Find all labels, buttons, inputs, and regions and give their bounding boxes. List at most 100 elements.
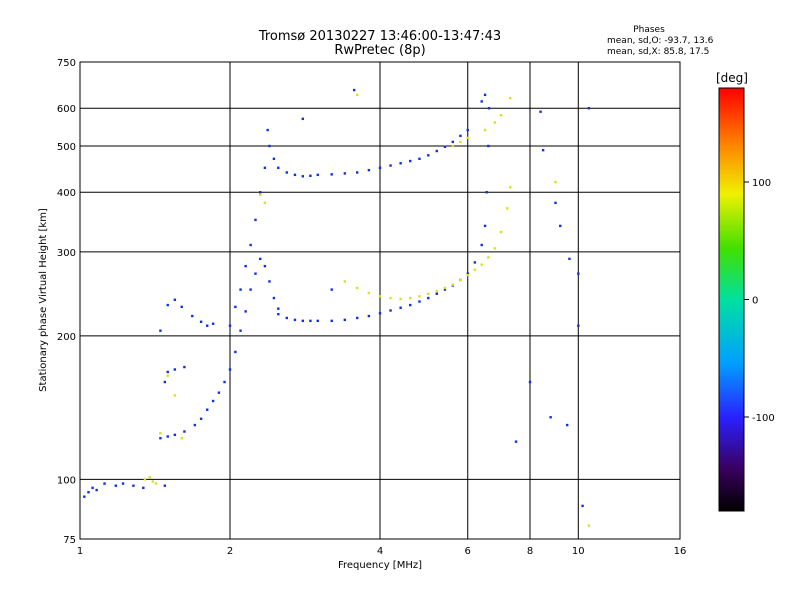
data-point-o xyxy=(355,171,359,174)
data-point-x xyxy=(473,268,477,272)
data-point-o xyxy=(272,157,276,161)
data-point-o xyxy=(435,292,438,295)
data-point-x xyxy=(409,296,412,300)
data-point-o xyxy=(443,288,447,291)
data-point-o xyxy=(389,309,392,312)
data-point-o xyxy=(142,486,145,490)
data-point-o xyxy=(565,423,569,427)
data-point-o xyxy=(199,320,203,323)
y-tick-label: 75 xyxy=(63,535,76,546)
data-point-o xyxy=(466,272,469,275)
data-point-o xyxy=(559,224,562,228)
data-point-o xyxy=(514,440,518,443)
data-point-o xyxy=(483,93,487,97)
x-tick-label: 1 xyxy=(77,546,83,557)
data-point-o xyxy=(95,488,98,492)
y-tick-label: 400 xyxy=(57,188,76,199)
data-point-x xyxy=(263,201,267,205)
x-axis-ticks: 1 2 4 6 8 10 16 xyxy=(77,546,687,557)
data-point-x xyxy=(451,283,455,286)
data-point-o xyxy=(443,145,447,149)
data-point-o xyxy=(427,296,430,300)
data-point-o xyxy=(330,173,333,176)
data-point-x xyxy=(466,136,469,140)
data-point-x xyxy=(259,193,262,197)
data-point-o xyxy=(272,296,276,300)
data-point-o xyxy=(487,144,490,148)
data-point-o xyxy=(301,117,305,121)
data-point-o xyxy=(301,319,305,323)
data-point-o xyxy=(249,288,252,291)
data-point-o xyxy=(480,100,483,103)
x-tick-label: 2 xyxy=(227,546,233,557)
data-point-x xyxy=(355,286,359,290)
data-point-o xyxy=(293,318,297,322)
data-point-x xyxy=(466,273,469,277)
data-point-o xyxy=(285,316,288,320)
data-points xyxy=(83,88,591,527)
data-point-o xyxy=(83,495,86,498)
data-point-o xyxy=(587,107,591,110)
x-tick-label: 6 xyxy=(465,546,471,557)
colorbar-label: [deg] xyxy=(716,71,748,85)
data-point-o xyxy=(263,264,267,268)
data-point-o xyxy=(352,88,356,92)
data-point-o xyxy=(355,316,359,320)
data-point-o xyxy=(159,437,162,440)
data-point-x xyxy=(587,524,591,527)
data-point-x xyxy=(459,278,462,282)
data-point-o xyxy=(485,191,488,194)
data-point-o xyxy=(173,298,177,301)
colorbar xyxy=(718,87,745,512)
y-axis-label: Stationary phase Virtual Height [km] xyxy=(38,208,49,392)
data-point-o xyxy=(263,166,267,170)
data-point-x xyxy=(151,480,155,483)
data-point-o xyxy=(103,482,106,485)
data-point-x xyxy=(493,247,497,250)
data-point-o xyxy=(183,365,186,369)
phase-line-o: mean, sd,O: -93.7, 13.6 xyxy=(607,36,714,46)
data-point-o xyxy=(389,164,392,167)
data-point-o xyxy=(239,329,242,332)
data-point-o xyxy=(459,134,462,138)
data-point-o xyxy=(259,191,262,194)
data-point-o xyxy=(87,491,90,494)
data-point-o xyxy=(163,484,167,487)
data-point-o xyxy=(180,305,183,309)
y-tick-label: 750 xyxy=(57,58,76,69)
data-point-o xyxy=(205,324,209,327)
data-point-x xyxy=(493,121,497,124)
data-point-o xyxy=(234,305,237,309)
data-point-o xyxy=(418,157,421,161)
data-point-o xyxy=(277,312,280,316)
data-point-o xyxy=(409,159,412,163)
data-point-x xyxy=(508,185,512,189)
data-point-o xyxy=(91,486,94,490)
data-point-x xyxy=(173,394,177,397)
data-point-x xyxy=(499,230,503,234)
data-point-o xyxy=(293,173,297,177)
x-axis-label: Frequency [MHz] xyxy=(338,560,422,571)
data-point-o xyxy=(249,243,252,247)
data-point-o xyxy=(199,417,203,420)
data-point-x xyxy=(459,140,462,144)
data-point-x xyxy=(418,295,421,298)
data-point-o xyxy=(193,423,197,427)
data-point-o xyxy=(301,175,305,178)
data-point-o xyxy=(244,264,247,268)
colorbar-tick-label: 100 xyxy=(752,178,771,189)
data-point-x xyxy=(367,291,371,295)
data-point-x xyxy=(355,93,359,97)
y-tick-label: 300 xyxy=(57,248,76,259)
data-point-o xyxy=(211,399,215,403)
chart-title-line2: RwPretec (8p) xyxy=(334,43,425,58)
data-point-o xyxy=(539,110,542,113)
data-point-o xyxy=(541,148,545,152)
data-point-o xyxy=(418,300,421,303)
data-point-o xyxy=(205,408,209,411)
data-point-x xyxy=(399,297,402,301)
data-point-o xyxy=(166,435,169,438)
data-point-o xyxy=(173,368,177,371)
